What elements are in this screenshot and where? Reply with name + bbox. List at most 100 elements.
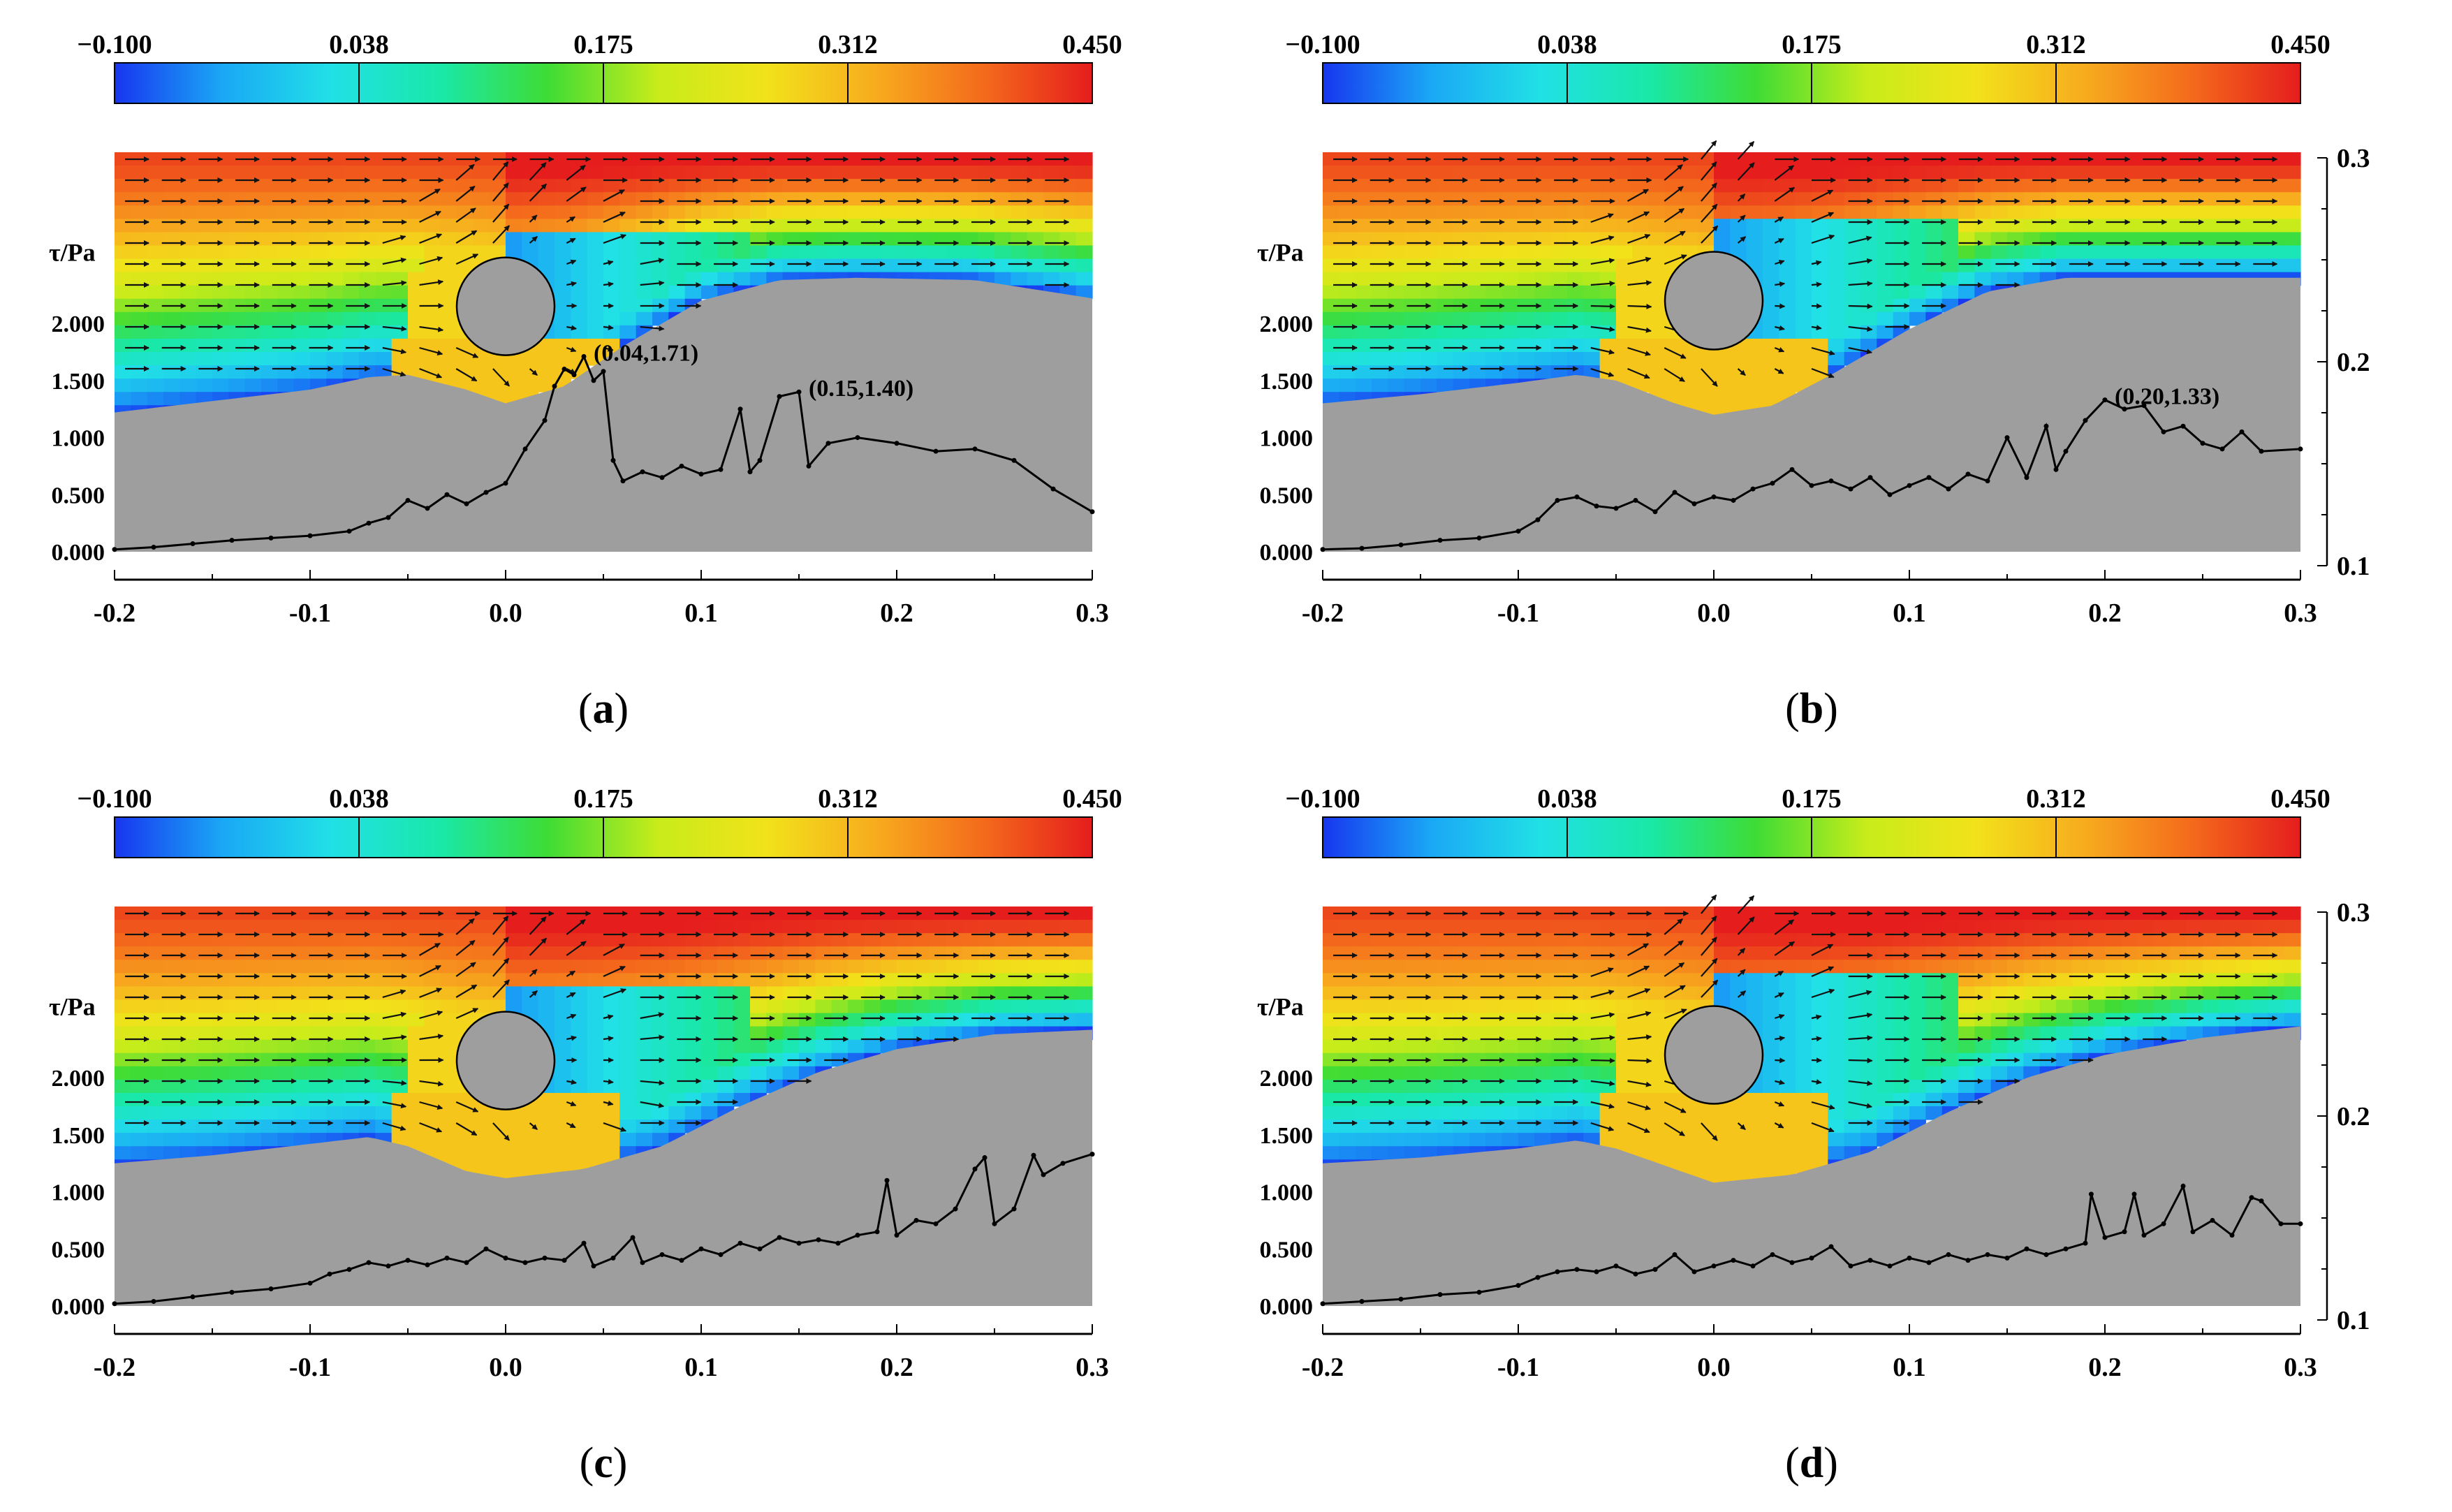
field-cell (587, 946, 604, 960)
field-cell (2105, 232, 2122, 247)
field-cell (375, 192, 392, 206)
field-cell (815, 986, 832, 1001)
panel-label-letter: a (593, 685, 615, 733)
field-cell (391, 219, 409, 233)
velocity-arrow (1737, 368, 1746, 376)
field-cell (1437, 219, 1454, 233)
field-cell (962, 152, 979, 166)
field-cell (196, 999, 213, 1014)
velocity-arrow (566, 1035, 578, 1041)
velocity-arrow (419, 1122, 443, 1133)
field-cell (440, 986, 457, 1001)
field-cell (2203, 999, 2219, 1014)
field-cell (277, 1120, 295, 1133)
field-cell (652, 1092, 669, 1107)
field-cell (571, 298, 588, 313)
field-cell (326, 338, 344, 353)
field-cell (1812, 960, 1828, 974)
field-cell (1420, 365, 1437, 379)
field-cell (2219, 986, 2236, 1001)
field-cell (506, 920, 522, 934)
field-cell (1616, 1133, 1633, 1147)
field-cell (880, 192, 897, 206)
field-cell (880, 258, 897, 273)
field-cell (1011, 205, 1028, 219)
field-cell (359, 325, 376, 339)
y-tick-label: 1.500 (52, 1123, 105, 1149)
field-cell (2121, 258, 2138, 273)
field-cell (1485, 986, 1503, 1001)
colorbar-tick-label: 0.312 (818, 30, 878, 59)
field-cell (2268, 205, 2285, 219)
field-cell (293, 245, 311, 260)
field-cell (115, 379, 131, 392)
field-cell (1616, 258, 1633, 273)
field-cell (538, 192, 555, 206)
field-cell (244, 365, 262, 379)
field-cell (1437, 1026, 1454, 1041)
field-cell (1355, 219, 1372, 233)
field-cell (603, 179, 620, 193)
field-cell (2023, 960, 2041, 974)
field-cell (1974, 960, 1992, 974)
field-cell (1681, 392, 1698, 406)
field-cell (555, 1052, 571, 1067)
field-cell (212, 205, 229, 219)
field-cell (2219, 973, 2236, 987)
field-cell (179, 1092, 197, 1107)
field-cell (261, 986, 278, 1001)
field-cell (831, 1013, 849, 1027)
field-cell (913, 999, 930, 1014)
field-cell (668, 258, 686, 273)
field-cell (1485, 352, 1503, 366)
field-cell (864, 166, 881, 179)
field-cell (359, 960, 376, 974)
field-cell (750, 1039, 767, 1054)
x-tick-label: -0.2 (94, 599, 135, 628)
velocity-arrow (529, 368, 538, 376)
field-cell (946, 973, 962, 987)
field-cell (131, 338, 148, 353)
field-cell (1779, 298, 1796, 313)
field-cell (652, 986, 669, 1001)
field-cell (1893, 232, 1910, 247)
field-cell (978, 192, 995, 206)
field-cell (636, 179, 653, 193)
field-cell (717, 205, 735, 219)
field-cell (2088, 973, 2106, 987)
field-cell (244, 1106, 262, 1120)
field-cell (684, 192, 702, 206)
field-cell (1388, 1026, 1405, 1041)
field-cell (1893, 1106, 1910, 1120)
field-cell (1420, 1133, 1437, 1147)
field-cell (1958, 179, 1975, 193)
field-cell (115, 179, 131, 193)
field-cell (408, 920, 425, 934)
field-cell (1844, 232, 1861, 247)
field-cell (1844, 258, 1861, 273)
velocity-arrow (419, 1080, 444, 1087)
field-cell (1746, 1159, 1763, 1173)
field-cell (1795, 946, 1812, 960)
field-cell (1828, 245, 1845, 260)
field-cell (733, 205, 751, 219)
field-cell (2219, 258, 2236, 273)
field-cell (310, 1092, 327, 1107)
field-cell (522, 986, 539, 1001)
field-cell (1323, 946, 1339, 960)
field-cell (668, 298, 686, 313)
field-cell (1828, 352, 1845, 366)
field-cell (733, 1052, 751, 1067)
field-cell (1828, 1106, 1845, 1120)
field-cell (750, 1079, 767, 1094)
field-cell (848, 920, 865, 934)
field-cell (1534, 166, 1552, 179)
field-cell (228, 365, 246, 379)
field-cell (359, 1106, 376, 1120)
field-cell (571, 179, 588, 193)
field-cell (115, 1013, 131, 1027)
field-cell (1763, 1106, 1779, 1120)
field-cell (994, 907, 1011, 920)
tau-data-point (1652, 509, 1658, 515)
field-cell (1518, 258, 1535, 273)
